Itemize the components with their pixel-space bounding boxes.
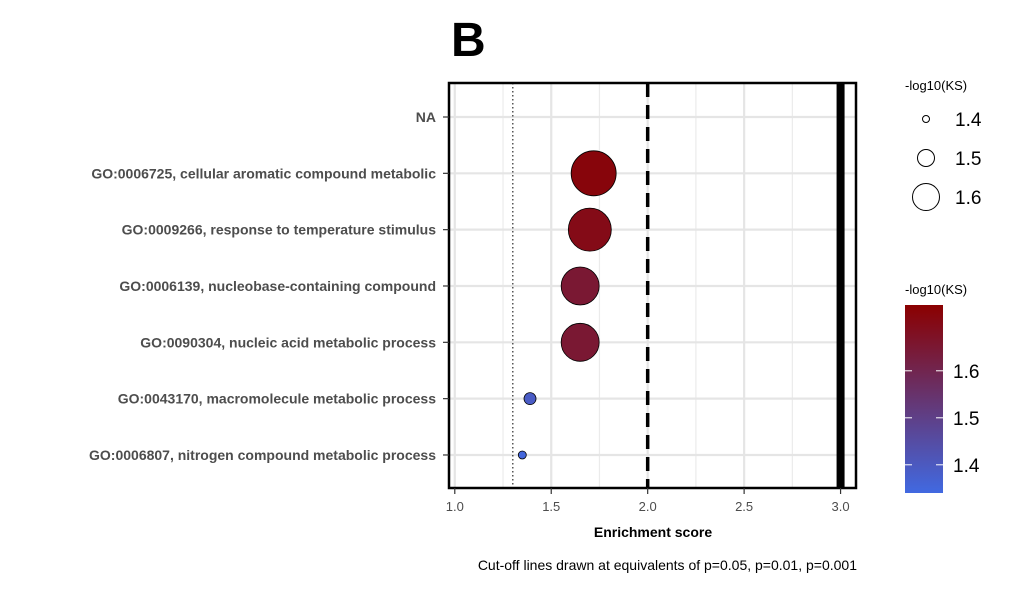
data-point: [570, 150, 617, 197]
size-legend-label: 1.4: [955, 110, 982, 131]
size-legend-key: [922, 115, 930, 123]
category-label: GO:0006807, nitrogen compound metabolic …: [89, 447, 436, 463]
caption: Cut-off lines drawn at equivalents of p=…: [478, 557, 857, 573]
x-tick-label: 1.0: [446, 499, 464, 514]
category-label: GO:0009266, response to temperature stim…: [122, 222, 437, 238]
data-point: [517, 450, 527, 460]
color-legend-label: 1.6: [953, 362, 979, 383]
cutoff-lines: [512, 83, 845, 488]
size-legend-key: [912, 183, 940, 211]
data-point: [567, 207, 612, 252]
x-axis-ticks: 1.0 1.5 2.0 2.5 3.0: [446, 488, 850, 514]
category-label: NA: [416, 109, 436, 125]
x-tick-label: 3.0: [832, 499, 850, 514]
color-bar: [905, 305, 943, 493]
x-tick-label: 1.5: [542, 499, 560, 514]
size-legend-title: -log10(KS): [905, 78, 967, 93]
category-labels: NA GO:0006725, cellular aromatic compound…: [89, 109, 449, 463]
color-legend-label: 1.4: [953, 456, 980, 477]
data-point: [560, 322, 600, 362]
size-legend-key: [917, 149, 935, 167]
x-axis-title: Enrichment score: [594, 524, 712, 540]
category-label: GO:0090304, nucleic acid metabolic proce…: [140, 334, 436, 350]
color-legend-label: 1.5: [953, 409, 979, 430]
x-tick-label: 2.5: [735, 499, 753, 514]
category-label: GO:0006725, cellular aromatic compound m…: [91, 165, 436, 181]
size-legend-label: 1.6: [955, 188, 981, 209]
category-label: GO:0043170, macromolecule metabolic proc…: [118, 391, 436, 407]
data-point: [560, 266, 600, 306]
data-point: [523, 392, 537, 406]
panel-label: B: [451, 14, 486, 67]
color-legend-ticks: 1.4 1.5 1.6: [905, 362, 980, 477]
category-label: GO:0006139, nucleobase-containing compou…: [119, 278, 436, 294]
size-legend: 1.4 1.5 1.6: [912, 110, 982, 211]
size-legend-label: 1.5: [955, 149, 981, 170]
x-tick-label: 2.0: [639, 499, 657, 514]
data-points: [517, 150, 617, 460]
color-legend-title: -log10(KS): [905, 282, 967, 297]
